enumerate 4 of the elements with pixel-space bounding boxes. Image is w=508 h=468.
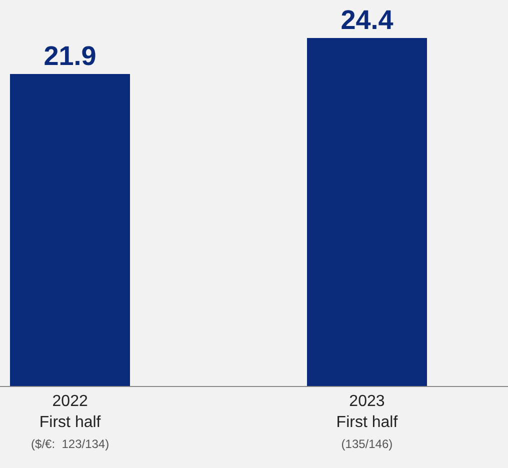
x-tick-label: 2023 First half (135/146) [336, 393, 398, 451]
data-label: 24.4 [340, 5, 394, 35]
x-tick-label: 2022 First half ($/€: 123/134) [31, 393, 110, 451]
data-label: 21.9 [44, 41, 96, 71]
